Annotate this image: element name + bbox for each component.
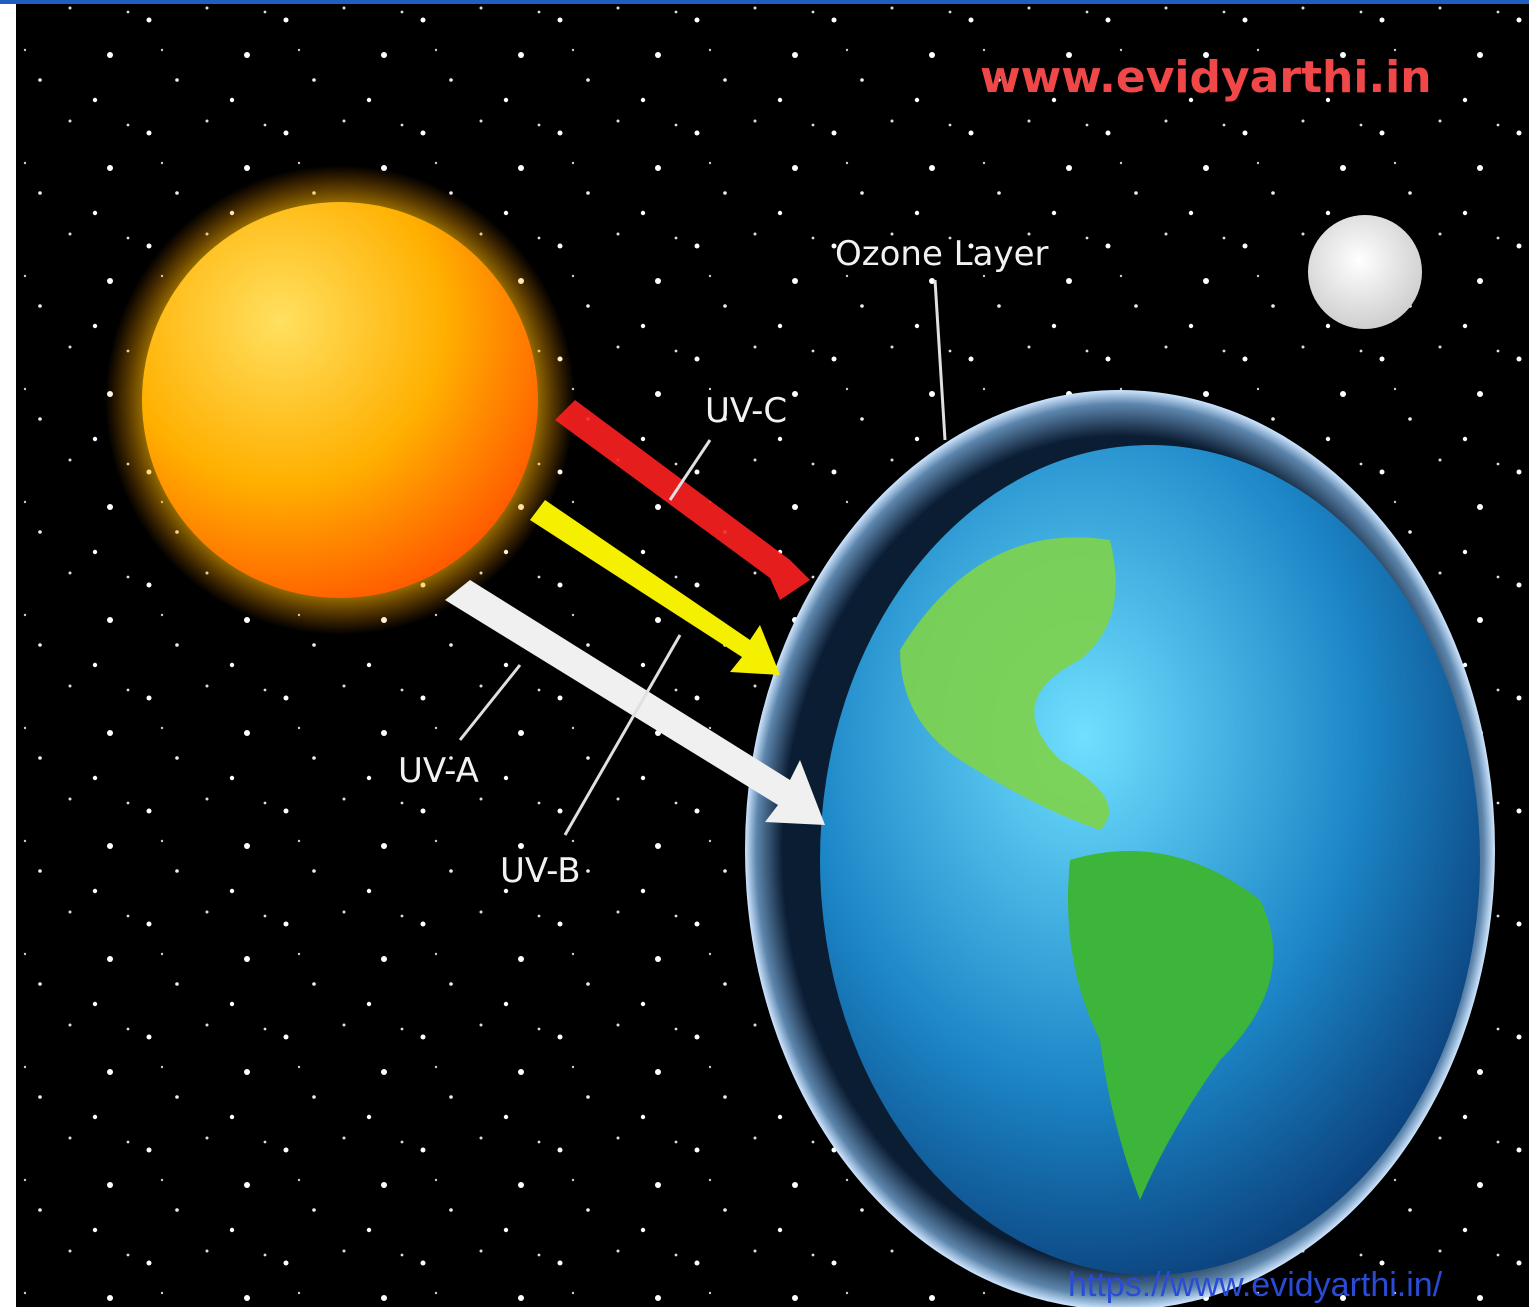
page: www.evidyarthi.in Ozone Layer UV-C UV-A … (0, 0, 1529, 1307)
uv-a-label: UV-A (398, 751, 479, 791)
uv-c-label: UV-C (705, 391, 787, 431)
uv-b-label: UV-B (500, 851, 581, 891)
moon (1308, 215, 1422, 329)
footer-url: https://www.evidyarthi.in/ (1068, 1266, 1443, 1304)
watermark: www.evidyarthi.in (980, 52, 1432, 103)
illustration: www.evidyarthi.in Ozone Layer UV-C UV-A … (0, 0, 1529, 1307)
ozone-layer-label: Ozone Layer (835, 234, 1049, 274)
sun (142, 202, 538, 598)
top-border (0, 0, 1529, 4)
